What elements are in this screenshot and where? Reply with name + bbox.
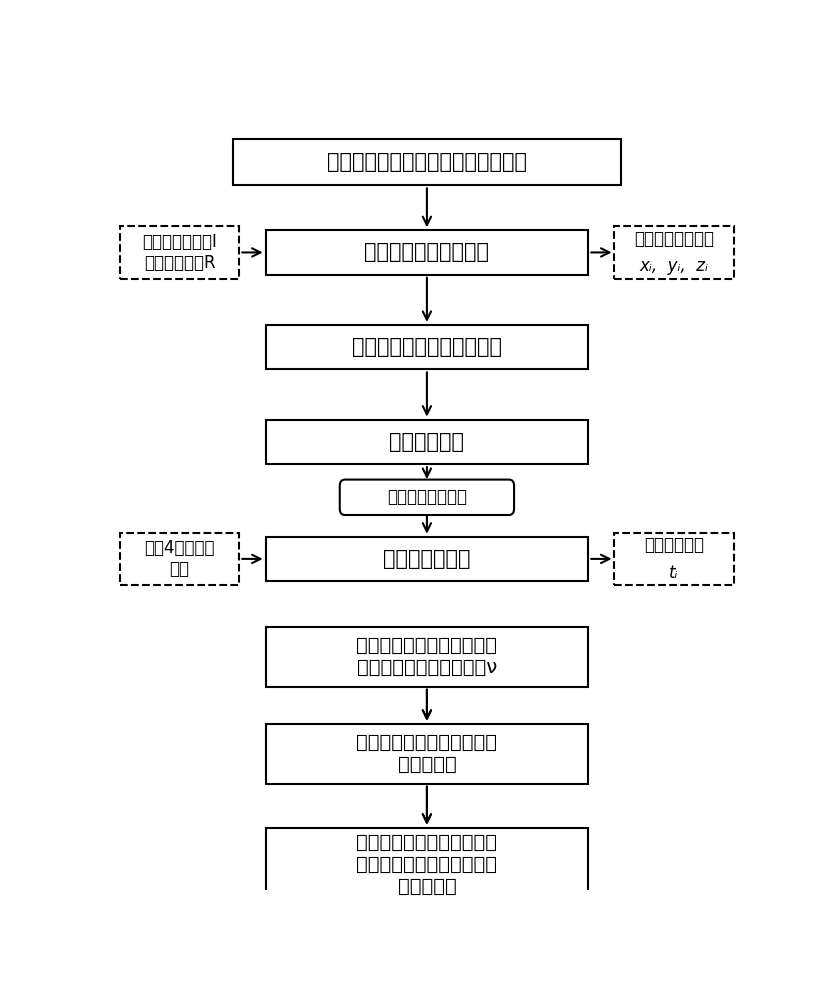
FancyBboxPatch shape xyxy=(340,480,514,515)
Text: 管道泄漏判断: 管道泄漏判断 xyxy=(389,432,465,452)
Text: 选择4个振动传
感器: 选择4个振动传 感器 xyxy=(144,540,215,578)
FancyBboxPatch shape xyxy=(120,226,239,279)
Text: tᵢ: tᵢ xyxy=(670,564,679,582)
Text: 信号采集观测系统布置: 信号采集观测系统布置 xyxy=(364,242,490,262)
Text: xᵢ,  yᵢ,  zᵢ: xᵢ, yᵢ, zᵢ xyxy=(640,257,709,275)
FancyBboxPatch shape xyxy=(120,533,239,585)
FancyBboxPatch shape xyxy=(266,420,588,464)
Text: 确定管道泄漏位置到达信号
采集通道之间介质的波速ν: 确定管道泄漏位置到达信号 采集通道之间介质的波速ν xyxy=(357,636,497,677)
Text: 存在变频连续信号: 存在变频连续信号 xyxy=(387,488,467,506)
FancyBboxPatch shape xyxy=(266,724,588,784)
Text: 基于每组振动传感器得到的
泄漏位置对应的目标函数确
定最优结果: 基于每组振动传感器得到的 泄漏位置对应的目标函数确 定最优结果 xyxy=(357,833,497,896)
FancyBboxPatch shape xyxy=(266,537,588,581)
Text: 深埋管道燃气泄漏波场精确定位方法: 深埋管道燃气泄漏波场精确定位方法 xyxy=(327,152,527,172)
FancyBboxPatch shape xyxy=(266,230,588,275)
FancyBboxPatch shape xyxy=(615,226,734,279)
FancyBboxPatch shape xyxy=(615,533,734,585)
Text: 管道泄漏检测波场信号采集: 管道泄漏检测波场信号采集 xyxy=(352,337,502,357)
FancyBboxPatch shape xyxy=(266,627,588,687)
Text: 震波初至到时: 震波初至到时 xyxy=(644,536,704,554)
FancyBboxPatch shape xyxy=(266,325,588,369)
Text: 波形分析和处理: 波形分析和处理 xyxy=(383,549,471,569)
Text: 振动传感器坐标値: 振动传感器坐标値 xyxy=(634,230,714,248)
Text: 根据到时不同定位方程确定
泄漏点位置: 根据到时不同定位方程确定 泄漏点位置 xyxy=(357,733,497,774)
FancyBboxPatch shape xyxy=(233,139,621,185)
Text: 振动传感器总数I
采集通道间距R: 振动传感器总数I 采集通道间距R xyxy=(142,233,217,272)
FancyBboxPatch shape xyxy=(266,828,588,902)
